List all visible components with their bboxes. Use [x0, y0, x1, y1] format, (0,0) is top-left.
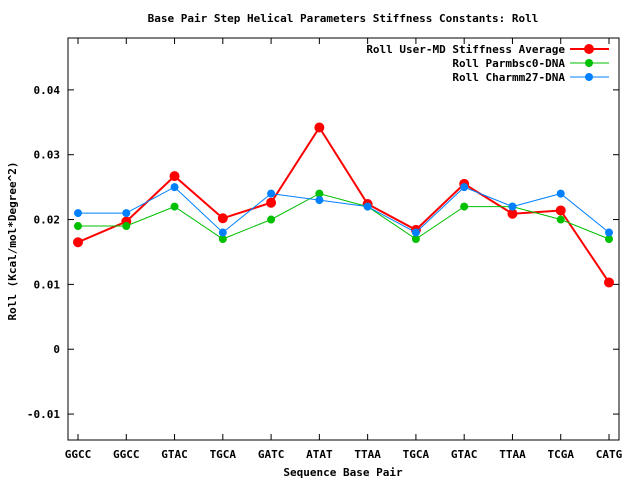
series-3-point: [508, 202, 517, 211]
series-2-point: [315, 189, 324, 198]
x-tick-label: TGCA: [210, 448, 237, 461]
legend-marker: [584, 44, 594, 54]
series-2-point: [411, 235, 420, 243]
series-2-point: [122, 222, 131, 231]
series-1-point: [73, 237, 83, 248]
plot-frame: [67, 37, 620, 441]
x-tick-label: TTAA: [354, 448, 381, 461]
x-tick-label: GTAC: [161, 448, 188, 461]
x-tick-label: GTAC: [451, 448, 478, 461]
series-3-point: [315, 196, 324, 205]
series-3-point: [411, 228, 420, 237]
series-2-point: [74, 222, 82, 231]
y-tick-label: 0.02: [34, 214, 61, 227]
series-1-point: [555, 205, 566, 216]
series-3-point: [170, 183, 179, 192]
y-tick-label: 0.01: [34, 278, 61, 291]
series-2-point: [460, 202, 469, 211]
series-1-point: [507, 208, 518, 219]
y-tick-label: 0: [53, 343, 60, 356]
x-axis-label: Sequence Base Pair: [283, 466, 403, 479]
y-axis-label: Roll (Kcal/mol*Degree^2): [6, 162, 19, 321]
series-1-point: [604, 277, 614, 288]
legend-label: Roll User-MD Stiffness Average: [366, 43, 565, 56]
y-tick-label: 0.03: [34, 149, 61, 162]
series-1-point: [217, 213, 228, 224]
chart-title: Base Pair Step Helical Parameters Stiffn…: [148, 12, 539, 25]
series-1-point: [314, 122, 325, 133]
series-3-point: [460, 183, 469, 192]
x-tick-label: TGCA: [403, 448, 430, 461]
series-1-point: [266, 197, 277, 208]
series-1-point: [169, 171, 180, 182]
legend-marker: [585, 73, 593, 81]
y-tick-label: 0.04: [34, 84, 61, 97]
series-2-point: [170, 202, 179, 211]
x-tick-label: GATC: [258, 448, 285, 461]
x-tick-label: TCGA: [547, 448, 574, 461]
y-tick-label: -0.01: [27, 408, 60, 421]
x-tick-label: ATAT: [306, 448, 333, 461]
series-line-1: [77, 125, 610, 283]
series-3-point: [218, 228, 227, 237]
series-3-point: [267, 189, 276, 198]
series-2-point: [605, 235, 613, 243]
series-2-point: [556, 215, 565, 224]
legend-label: Roll Charmm27-DNA: [452, 71, 565, 84]
x-tick-label: GGCC: [113, 448, 140, 461]
series-3-point: [122, 209, 131, 218]
series-line-2: [78, 193, 610, 240]
series-3-point: [556, 189, 565, 198]
legend-label: Roll Parmbsc0-DNA: [452, 57, 565, 70]
series-line-3: [78, 186, 610, 234]
series-3-point: [605, 228, 613, 237]
x-tick-label: CATG: [596, 448, 623, 461]
series-2-point: [218, 235, 227, 243]
series-3-point: [74, 209, 82, 218]
series-3-point: [363, 202, 372, 211]
legend-marker: [585, 59, 593, 67]
x-tick-label: GGCC: [65, 448, 92, 461]
series-2-point: [267, 215, 276, 224]
x-tick-label: TTAA: [499, 448, 526, 461]
